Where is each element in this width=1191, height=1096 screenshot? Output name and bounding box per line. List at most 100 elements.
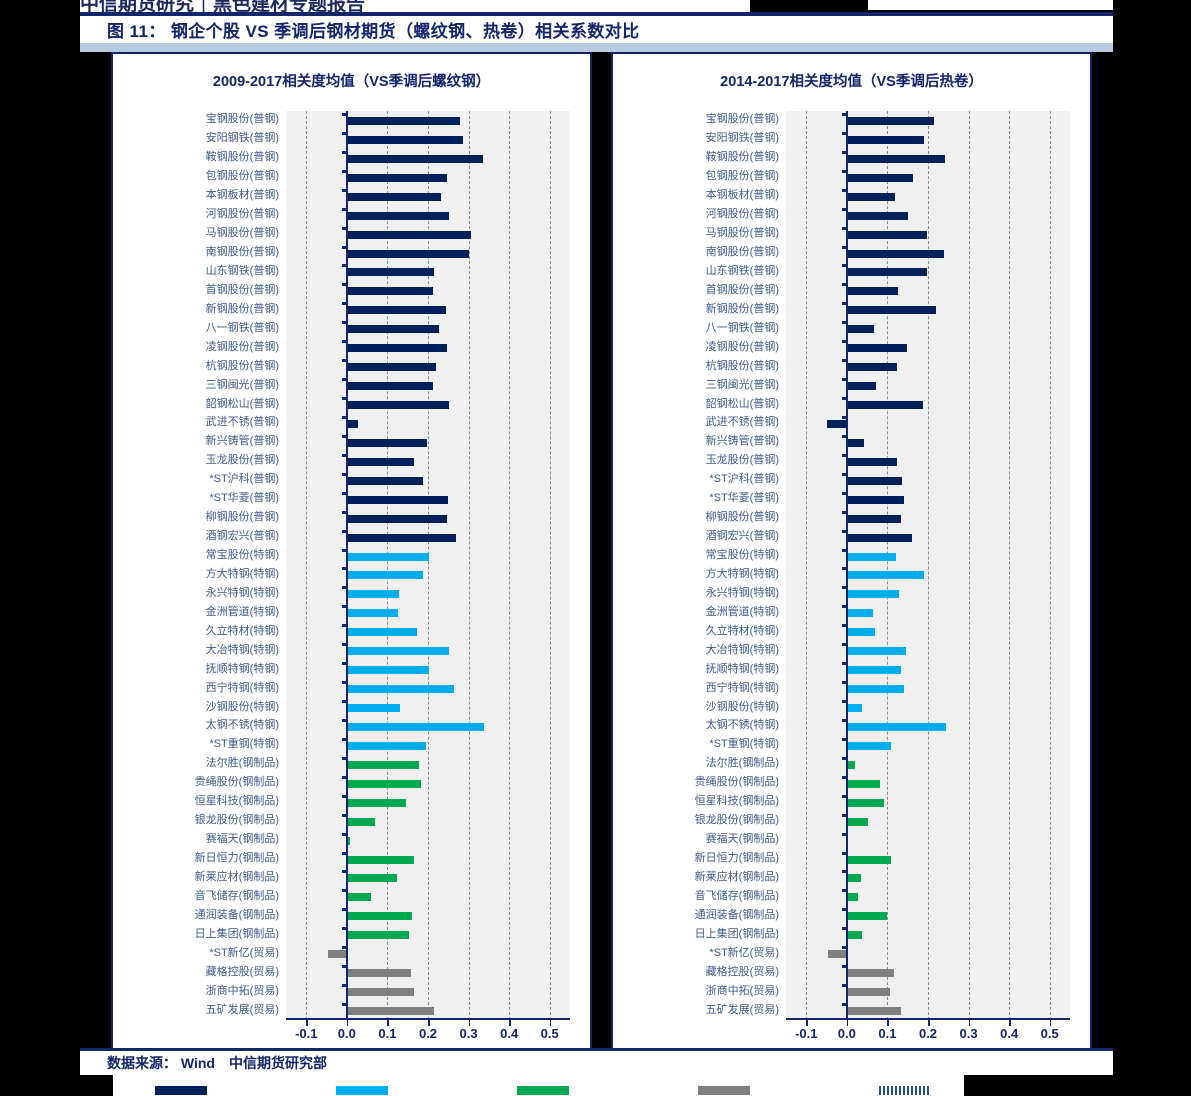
- bar: [346, 135, 463, 144]
- x-axis-tick-label: 0.1: [378, 1026, 397, 1041]
- bar-baseline-tick: [841, 510, 847, 514]
- bar: [346, 419, 358, 428]
- bar: [846, 192, 895, 201]
- bar-baseline-tick: [341, 643, 347, 647]
- x-axis-line: [786, 1018, 1070, 1020]
- x-axis-tick-label: 0.5: [540, 1026, 559, 1041]
- bar-baseline-tick: [341, 491, 347, 495]
- category-label: 新兴铸管(普钢): [705, 435, 779, 448]
- category-label: 久立特材(特钢): [205, 624, 279, 637]
- legend-swatch-trade: [698, 1086, 750, 1095]
- bar: [346, 741, 427, 750]
- bar: [346, 249, 469, 258]
- category-label: 西宁特钢(特钢): [205, 681, 279, 694]
- category-label: 三钢闽光(普钢): [205, 378, 279, 391]
- bar: [846, 988, 890, 997]
- category-label: 宝钢股份(普钢): [705, 113, 779, 126]
- category-label: 永兴特钢(特钢): [205, 586, 279, 599]
- bar-baseline-tick: [341, 245, 347, 249]
- category-label: 通润装备(钢制品): [194, 908, 279, 921]
- category-label: 法尔胜(钢制品): [705, 757, 779, 770]
- bar: [827, 419, 847, 428]
- bar: [346, 116, 461, 125]
- category-label: *ST新亿(贸易): [209, 946, 279, 959]
- gridline: [509, 111, 511, 1020]
- category-label: 金洲管道(特钢): [205, 605, 279, 618]
- bar-baseline-tick: [341, 302, 347, 306]
- bar-baseline-tick: [341, 510, 347, 514]
- category-label: 本钢板材(普钢): [705, 189, 779, 202]
- bar-baseline-tick: [841, 472, 847, 476]
- category-label: 大冶特钢(特钢): [705, 643, 779, 656]
- bar-baseline-tick: [341, 718, 347, 722]
- bar-baseline-tick: [841, 283, 847, 287]
- bar-baseline-tick: [341, 131, 347, 135]
- category-label: 久立特材(特钢): [705, 624, 779, 637]
- x-axis-tick-label: 0.0: [837, 1026, 856, 1041]
- bar: [346, 457, 414, 466]
- charts-row: 2009-2017相关度均值（VS季调后螺纹钢） 宝钢股份(普钢) 安阳钢铁(普钢…: [80, 52, 1113, 1052]
- gridline: [428, 111, 429, 1020]
- bar: [346, 704, 401, 713]
- category-label: 杭钢股份(普钢): [705, 359, 779, 372]
- bar: [346, 438, 428, 447]
- bar: [346, 798, 407, 807]
- bar-baseline-tick: [341, 340, 347, 344]
- bar: [346, 817, 375, 826]
- category-label: 南钢股份(普钢): [205, 246, 279, 259]
- category-label: 武进不锈(普钢): [705, 416, 779, 429]
- figure-title-underbar: [80, 43, 1113, 52]
- bar-baseline-tick: [841, 643, 847, 647]
- bar-baseline-tick: [841, 359, 847, 363]
- bar-baseline-tick: [841, 662, 847, 666]
- bar: [846, 647, 907, 656]
- gridline: [549, 111, 551, 1020]
- category-label: 五矿发展(贸易): [205, 1003, 279, 1016]
- figure-title-band: 图 11： 钢企个股 VS 季调后钢材期货（螺纹钢、热卷）相关系数对比: [80, 16, 1113, 43]
- bar: [346, 325, 440, 334]
- bar: [346, 628, 417, 637]
- bar: [846, 268, 928, 277]
- bar: [346, 855, 415, 864]
- bar: [846, 628, 875, 637]
- gridline: [306, 111, 308, 1020]
- x-axis-tick: [549, 1020, 552, 1026]
- category-label: 抚顺特钢(特钢): [205, 662, 279, 675]
- bar-baseline-tick: [841, 870, 847, 874]
- bar-baseline-tick: [341, 870, 347, 874]
- bar-baseline-tick: [341, 908, 347, 912]
- chart-left-x-tick-labels: -0.1 0.0 0.1 0.2 0.3 0.4 0.5: [113, 1026, 590, 1048]
- clipped-page-header-text: 中信期货研究｜黑色建材专题报告: [80, 0, 366, 14]
- bar: [846, 609, 874, 618]
- bar-baseline-tick: [341, 529, 347, 533]
- bar: [846, 969, 894, 978]
- chart-right-category-labels: 宝钢股份(普钢) 安阳钢铁(普钢) 鞍钢股份(普钢) 包钢股份(普钢) 本钢板材(普钢)…: [617, 111, 783, 1020]
- category-label: 河钢股份(普钢): [705, 208, 779, 221]
- category-label: 太钢不锈(特钢): [705, 719, 779, 732]
- chart-panel-left: 2009-2017相关度均值（VS季调后螺纹钢） 宝钢股份(普钢) 安阳钢铁(普钢…: [111, 52, 592, 1052]
- x-axis-tick-label: 0.2: [918, 1026, 938, 1041]
- bar: [346, 495, 449, 504]
- bar: [846, 135, 924, 144]
- bar: [346, 722, 484, 731]
- bar: [346, 363, 437, 372]
- clipped-page-header: 中信期货研究｜黑色建材专题报告: [80, 0, 750, 14]
- bar-baseline-tick: [341, 662, 347, 666]
- bar-baseline-tick: [841, 131, 847, 135]
- bar: [846, 325, 875, 334]
- bar: [846, 382, 876, 391]
- category-label: 恒星科技(钢制品): [694, 795, 779, 808]
- category-label: 凌钢股份(普钢): [705, 340, 779, 353]
- x-axis-tick-label: 0.3: [959, 1026, 978, 1041]
- category-label: 包钢股份(普钢): [705, 170, 779, 183]
- bar-baseline-tick: [841, 491, 847, 495]
- category-label: 柳钢股份(普钢): [205, 511, 279, 524]
- zero-axis: [345, 111, 348, 1020]
- x-axis-tick-label: 0.4: [500, 1026, 519, 1041]
- bar: [846, 154, 946, 163]
- category-label: 宝钢股份(普钢): [205, 113, 279, 126]
- category-label: 新日恒力(钢制品): [194, 852, 279, 865]
- bar-baseline-tick: [841, 453, 847, 457]
- bar-baseline-tick: [841, 1003, 847, 1007]
- category-label: 马钢股份(普钢): [705, 227, 779, 240]
